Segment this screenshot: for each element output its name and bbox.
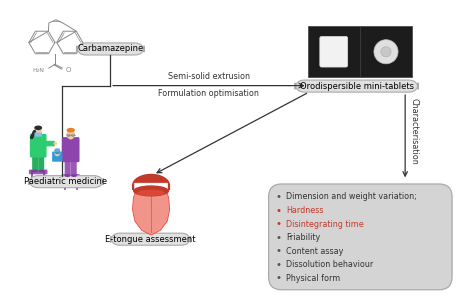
Text: •: • bbox=[276, 260, 282, 270]
Text: Dimension and weight variation;: Dimension and weight variation; bbox=[286, 192, 417, 201]
FancyBboxPatch shape bbox=[269, 184, 452, 290]
FancyBboxPatch shape bbox=[62, 174, 80, 179]
Ellipse shape bbox=[54, 151, 60, 154]
FancyBboxPatch shape bbox=[134, 183, 168, 191]
Ellipse shape bbox=[54, 148, 60, 152]
FancyBboxPatch shape bbox=[30, 134, 46, 158]
FancyBboxPatch shape bbox=[29, 170, 47, 174]
Text: E-tongue assessment: E-tongue assessment bbox=[105, 235, 196, 244]
FancyBboxPatch shape bbox=[32, 155, 38, 171]
Text: Physical form: Physical form bbox=[286, 274, 340, 283]
FancyBboxPatch shape bbox=[295, 80, 418, 92]
Ellipse shape bbox=[34, 125, 42, 130]
Text: Disintegrating time: Disintegrating time bbox=[286, 220, 364, 228]
Ellipse shape bbox=[71, 174, 77, 177]
Text: O: O bbox=[65, 67, 71, 73]
FancyBboxPatch shape bbox=[64, 159, 71, 175]
Text: Orodispersible mini-tablets: Orodispersible mini-tablets bbox=[300, 82, 414, 91]
FancyBboxPatch shape bbox=[35, 132, 42, 137]
Polygon shape bbox=[132, 176, 170, 190]
Ellipse shape bbox=[157, 200, 159, 201]
Ellipse shape bbox=[54, 148, 60, 156]
Ellipse shape bbox=[137, 190, 165, 196]
Ellipse shape bbox=[66, 129, 75, 139]
Text: •: • bbox=[276, 219, 282, 229]
Text: H₂N: H₂N bbox=[33, 68, 45, 73]
Text: Paediatric medicine: Paediatric medicine bbox=[25, 177, 108, 186]
Text: Formulation optimisation: Formulation optimisation bbox=[158, 89, 259, 98]
Ellipse shape bbox=[150, 218, 152, 219]
Text: Characterisation: Characterisation bbox=[410, 98, 419, 165]
Ellipse shape bbox=[34, 127, 42, 136]
Ellipse shape bbox=[54, 142, 57, 145]
FancyBboxPatch shape bbox=[308, 26, 412, 77]
Ellipse shape bbox=[39, 170, 44, 172]
Ellipse shape bbox=[381, 47, 391, 57]
FancyBboxPatch shape bbox=[29, 176, 103, 188]
Ellipse shape bbox=[374, 40, 398, 64]
FancyBboxPatch shape bbox=[110, 233, 191, 245]
Ellipse shape bbox=[64, 174, 71, 177]
Text: •: • bbox=[276, 273, 282, 283]
Ellipse shape bbox=[32, 170, 38, 172]
Ellipse shape bbox=[150, 209, 152, 210]
Text: •: • bbox=[276, 205, 282, 215]
Polygon shape bbox=[132, 189, 170, 235]
Text: •: • bbox=[276, 232, 282, 242]
Text: Dissolution behaviour: Dissolution behaviour bbox=[286, 260, 374, 269]
Text: •: • bbox=[276, 246, 282, 256]
Text: Friability: Friability bbox=[286, 233, 320, 242]
Ellipse shape bbox=[143, 209, 145, 210]
Ellipse shape bbox=[150, 200, 152, 201]
Text: Hardness: Hardness bbox=[286, 206, 324, 215]
Text: •: • bbox=[276, 192, 282, 202]
Ellipse shape bbox=[133, 185, 169, 197]
Ellipse shape bbox=[143, 200, 145, 201]
FancyBboxPatch shape bbox=[52, 152, 63, 162]
Text: Carbamazepine: Carbamazepine bbox=[77, 45, 144, 53]
Ellipse shape bbox=[66, 128, 75, 132]
FancyBboxPatch shape bbox=[320, 36, 347, 67]
FancyBboxPatch shape bbox=[38, 155, 44, 171]
Ellipse shape bbox=[132, 174, 170, 197]
FancyBboxPatch shape bbox=[77, 43, 144, 55]
Text: Semi-solid extrusion: Semi-solid extrusion bbox=[168, 72, 250, 81]
Ellipse shape bbox=[157, 209, 159, 210]
Ellipse shape bbox=[157, 218, 159, 219]
FancyBboxPatch shape bbox=[71, 159, 77, 175]
FancyBboxPatch shape bbox=[62, 137, 80, 162]
Text: Content assay: Content assay bbox=[286, 247, 344, 255]
FancyBboxPatch shape bbox=[43, 141, 55, 146]
Ellipse shape bbox=[143, 218, 145, 219]
